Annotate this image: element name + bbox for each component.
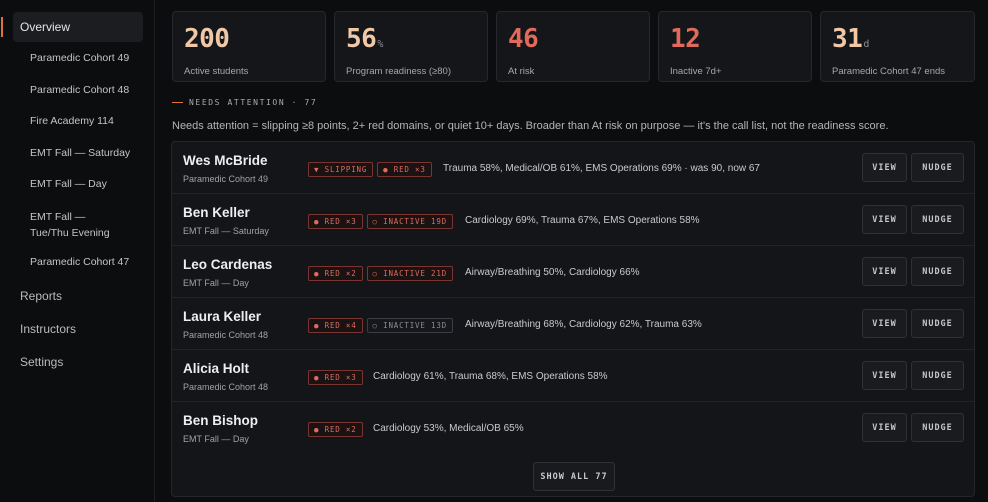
student-cohort: EMT Fall — Day — [183, 278, 249, 288]
status-tags: ● RED ×3 ○ INACTIVE 19D — [308, 214, 453, 229]
nav-cohort-paramedic-49[interactable]: Paramedic Cohort 49 — [30, 52, 130, 64]
status-tags: ▼ SLIPPING ● RED ×3 — [308, 162, 432, 177]
stat-value: 46 — [508, 24, 539, 54]
domain-detail: Airway/Breathing 68%, Cardiology 62%, Tr… — [465, 319, 702, 330]
nav-cohort-emt-fall-saturday[interactable]: EMT Fall — Saturday — [30, 147, 131, 159]
status-tags: ● RED ×2 ○ INACTIVE 21D — [308, 266, 453, 281]
attention-list: Wes McBride Paramedic Cohort 49 ▼ SLIPPI… — [171, 141, 975, 497]
student-name[interactable]: Leo Cardenas — [183, 257, 273, 272]
stat-card-inactive: 12 Inactive 7d+ — [658, 11, 812, 82]
nudge-button[interactable]: NUDGE — [911, 309, 964, 338]
slipping-badge: ▼ SLIPPING — [308, 162, 374, 177]
domain-detail: Trauma 58%, Medical/OB 61%, EMS Operatio… — [443, 163, 760, 174]
view-button[interactable]: VIEW — [862, 309, 907, 338]
student-name[interactable]: Laura Keller — [183, 309, 262, 324]
stat-value: 12 — [670, 24, 701, 54]
status-tags: ● RED ×2 — [308, 422, 363, 437]
needs-attention-title: NEEDS ATTENTION · 77 — [189, 98, 318, 107]
student-name[interactable]: Alicia Holt — [183, 361, 250, 376]
student-row: Alicia Holt Paramedic Cohort 48 ● RED ×3… — [172, 350, 974, 402]
stat-label: Paramedic Cohort 47 ends — [832, 66, 946, 77]
stat-label: Active students — [184, 66, 249, 77]
nav-cohort-emt-fall-tue-thu[interactable]: EMT Fall — Tue/Thu Evening — [30, 211, 110, 239]
status-tags: ● RED ×3 — [308, 370, 363, 385]
student-cohort: Paramedic Cohort 48 — [183, 330, 269, 340]
stat-value: 200 — [184, 24, 230, 54]
stat-card-active-students: 200 Active students — [172, 11, 326, 82]
nav-cohort-emt-fall-day[interactable]: EMT Fall — Day — [30, 178, 107, 190]
nav-reports[interactable]: Reports — [20, 289, 63, 303]
student-row: Leo Cardenas EMT Fall — Day ● RED ×2 ○ I… — [172, 246, 974, 298]
inactive-badge: ○ INACTIVE 19D — [366, 214, 453, 229]
status-tags: ● RED ×4 ○ INACTIVE 13D — [308, 318, 453, 333]
accent-dash — [172, 101, 183, 104]
domain-detail: Cardiology 53%, Medical/OB 65% — [373, 423, 524, 434]
red-domains-badge: ● RED ×3 — [308, 214, 363, 229]
red-domains-badge: ● RED ×4 — [308, 318, 363, 333]
red-domains-badge: ● RED ×3 — [377, 162, 432, 177]
student-row: Wes McBride Paramedic Cohort 49 ▼ SLIPPI… — [172, 142, 974, 194]
view-button[interactable]: VIEW — [862, 413, 907, 442]
stat-card-program-readiness: 56% Program readiness (≥80) — [334, 11, 488, 82]
student-cohort: Paramedic Cohort 49 — [183, 174, 269, 184]
student-row: Ben Bishop EMT Fall — Day ● RED ×2 Cardi… — [172, 402, 974, 454]
stat-card-at-risk: 46 At risk — [496, 11, 650, 82]
stat-label: Inactive 7d+ — [670, 66, 722, 77]
nav-overview[interactable]: Overview — [1, 12, 143, 42]
stat-value: 31d — [832, 24, 869, 54]
stat-label: Program readiness (≥80) — [346, 66, 452, 77]
nav-cohort-fire-academy-114[interactable]: Fire Academy 114 — [30, 115, 114, 127]
student-cohort: EMT Fall — Day — [183, 434, 249, 444]
nav-settings[interactable]: Settings — [20, 355, 64, 369]
red-domains-badge: ● RED ×2 — [308, 266, 363, 281]
needs-attention-heading: NEEDS ATTENTION · 77 — [172, 98, 317, 107]
stat-label: At risk — [508, 66, 535, 77]
student-name[interactable]: Wes McBride — [183, 153, 268, 168]
view-button[interactable]: VIEW — [862, 361, 907, 390]
show-all-button[interactable]: SHOW ALL 77 — [533, 462, 615, 491]
nudge-button[interactable]: NUDGE — [911, 361, 964, 390]
student-name[interactable]: Ben Keller — [183, 205, 250, 220]
domain-detail: Airway/Breathing 50%, Cardiology 66% — [465, 267, 640, 278]
student-row: Laura Keller Paramedic Cohort 48 ● RED ×… — [172, 298, 974, 350]
view-button[interactable]: VIEW — [862, 257, 907, 286]
nudge-button[interactable]: NUDGE — [911, 205, 964, 234]
stat-card-cohort-ends: 31d Paramedic Cohort 47 ends — [820, 11, 975, 82]
nav-instructors[interactable]: Instructors — [20, 322, 77, 336]
inactive-badge: ○ INACTIVE 21D — [366, 266, 453, 281]
inactive-badge: ○ INACTIVE 13D — [366, 318, 453, 333]
student-row: Ben Keller EMT Fall — Saturday ● RED ×3 … — [172, 194, 974, 246]
nav-cohort-paramedic-48[interactable]: Paramedic Cohort 48 — [30, 84, 130, 96]
student-name[interactable]: Ben Bishop — [183, 413, 259, 428]
domain-detail: Cardiology 61%, Trauma 68%, EMS Operatio… — [373, 371, 608, 382]
stat-value: 56% — [346, 24, 383, 54]
student-cohort: EMT Fall — Saturday — [183, 226, 269, 236]
red-domains-badge: ● RED ×2 — [308, 422, 363, 437]
view-button[interactable]: VIEW — [862, 153, 907, 182]
nudge-button[interactable]: NUDGE — [911, 257, 964, 286]
nudge-button[interactable]: NUDGE — [911, 153, 964, 182]
red-domains-badge: ● RED ×3 — [308, 370, 363, 385]
sidebar: Overview Paramedic Cohort 49 Paramedic C… — [0, 0, 155, 502]
nav-cohort-paramedic-47[interactable]: Paramedic Cohort 47 — [30, 256, 130, 268]
nudge-button[interactable]: NUDGE — [911, 413, 964, 442]
needs-attention-description: Needs attention = slipping ≥8 points, 2+… — [172, 120, 889, 132]
student-cohort: Paramedic Cohort 48 — [183, 382, 269, 392]
view-button[interactable]: VIEW — [862, 205, 907, 234]
domain-detail: Cardiology 69%, Trauma 67%, EMS Operatio… — [465, 215, 700, 226]
